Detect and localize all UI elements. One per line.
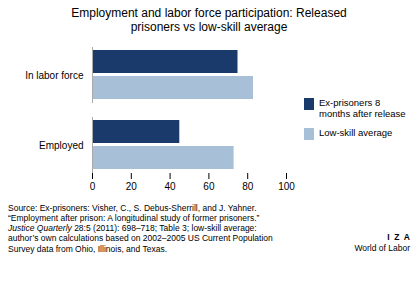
svg-text:60: 60 <box>203 180 215 191</box>
svg-text:0: 0 <box>90 180 96 191</box>
html-text:Low-skill average: Low-skill average <box>319 126 393 138</box>
html-text:Source: Ex-prisoners: Visher,: Source: Ex-prisoners: Visher, C., S. Deb… <box>8 202 260 223</box>
html-text:I Z A: I Z A <box>387 231 410 242</box>
html-text:Ex-prisoners 8 months after re: Ex-prisoners 8 months after release <box>319 96 406 119</box>
html-text:World of Labor: World of Labor <box>354 242 410 253</box>
svg-text:In labor force: In labor force <box>25 69 84 80</box>
html-text:Justice Quarterly 28:5 (2011):: Justice Quarterly 28:5 (2011): 698–718; … <box>8 223 273 254</box>
svg-text:20: 20 <box>126 180 138 191</box>
svg-text:80: 80 <box>242 180 254 191</box>
svg-text:Employed: Employed <box>39 139 83 150</box>
svg-text:40: 40 <box>165 180 177 191</box>
html-text:Employment and labor force par: Employment and labor force participation… <box>71 6 347 35</box>
svg-text:100: 100 <box>278 180 295 191</box>
